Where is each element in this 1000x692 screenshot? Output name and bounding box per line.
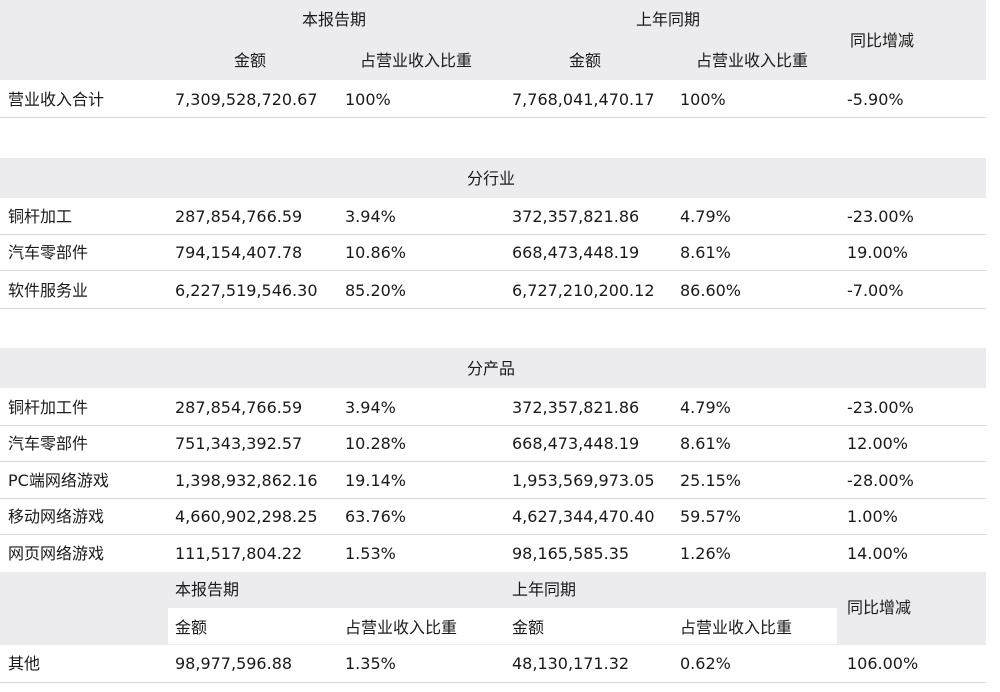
share-current: 3.94% bbox=[345, 207, 396, 226]
amount-current: 794,154,407.78 bbox=[175, 243, 303, 262]
row-label: 汽车零部件 bbox=[8, 434, 89, 453]
repeat-header-share-prior: 占营业收入比重 bbox=[680, 618, 793, 637]
repeat-header-amount-prior: 金额 bbox=[512, 618, 545, 637]
share-prior: 25.15% bbox=[680, 471, 742, 490]
yoy-change: 19.00% bbox=[847, 243, 909, 262]
share-current: 85.20% bbox=[345, 281, 407, 300]
row-label: 其他 bbox=[8, 654, 41, 673]
amount-prior: 6,727,210,200.12 bbox=[512, 281, 655, 300]
amount-prior: 668,473,448.19 bbox=[512, 243, 640, 262]
yoy-change: -23.00% bbox=[847, 398, 914, 417]
amount-prior: 7,768,041,470.17 bbox=[512, 90, 655, 109]
section-title-product: 分产品 bbox=[467, 359, 516, 378]
share-current: 1.53% bbox=[345, 544, 396, 563]
amount-prior: 48,130,171.32 bbox=[512, 654, 630, 673]
amount-prior: 98,165,585.35 bbox=[512, 544, 630, 563]
row-label: 铜杆加工件 bbox=[8, 398, 89, 417]
share-prior: 100% bbox=[680, 90, 726, 109]
yoy-change: 14.00% bbox=[847, 544, 909, 563]
divider bbox=[0, 498, 986, 499]
row-label: 移动网络游戏 bbox=[8, 507, 105, 526]
divider bbox=[0, 534, 986, 535]
header-amount-current: 金额 bbox=[234, 51, 267, 70]
amount-current: 1,398,932,862.16 bbox=[175, 471, 318, 490]
share-prior: 8.61% bbox=[680, 243, 731, 262]
amount-current: 7,309,528,720.67 bbox=[175, 90, 318, 109]
amount-prior: 668,473,448.19 bbox=[512, 434, 640, 453]
repeat-header-share-current: 占营业收入比重 bbox=[345, 618, 458, 637]
header-yoy: 同比增减 bbox=[850, 31, 915, 50]
divider bbox=[0, 308, 986, 309]
share-current: 63.76% bbox=[345, 507, 407, 526]
table-row bbox=[0, 198, 986, 234]
share-current: 100% bbox=[345, 90, 391, 109]
share-prior: 4.79% bbox=[680, 398, 731, 417]
share-current: 10.28% bbox=[345, 434, 407, 453]
row-label: 网页网络游戏 bbox=[8, 544, 105, 563]
row-label: 软件服务业 bbox=[8, 281, 89, 300]
amount-current: 4,660,902,298.25 bbox=[175, 507, 318, 526]
row-label: PC端网络游戏 bbox=[8, 471, 109, 490]
amount-prior: 372,357,821.86 bbox=[512, 398, 640, 417]
amount-prior: 372,357,821.86 bbox=[512, 207, 640, 226]
share-prior: 1.26% bbox=[680, 544, 731, 563]
divider bbox=[0, 270, 986, 271]
section-header-product bbox=[0, 348, 986, 388]
amount-current: 6,227,519,546.30 bbox=[175, 281, 318, 300]
header-share-prior: 占营业收入比重 bbox=[696, 51, 809, 70]
share-prior: 59.57% bbox=[680, 507, 742, 526]
share-prior: 86.60% bbox=[680, 281, 742, 300]
repeat-header-yoy: 同比增减 bbox=[847, 598, 912, 617]
repeat-header-current-period: 本报告期 bbox=[175, 580, 240, 599]
row-label: 汽车零部件 bbox=[8, 243, 89, 262]
divider bbox=[0, 425, 986, 426]
amount-current: 111,517,804.22 bbox=[175, 544, 303, 563]
header-current-period: 本报告期 bbox=[302, 10, 367, 29]
amount-prior: 1,953,569,973.05 bbox=[512, 471, 655, 490]
share-prior: 0.62% bbox=[680, 654, 731, 673]
yoy-change: -23.00% bbox=[847, 207, 914, 226]
divider bbox=[0, 682, 986, 683]
share-current: 1.35% bbox=[345, 654, 396, 673]
table-row-total bbox=[0, 80, 986, 118]
yoy-change: 106.00% bbox=[847, 654, 919, 673]
divider bbox=[0, 461, 986, 462]
divider bbox=[0, 234, 986, 235]
header-share-current: 占营业收入比重 bbox=[360, 51, 473, 70]
row-label: 铜杆加工 bbox=[8, 207, 73, 226]
yoy-change: -7.00% bbox=[847, 281, 904, 300]
yoy-change: 12.00% bbox=[847, 434, 909, 453]
yoy-change: -5.90% bbox=[847, 90, 904, 109]
repeat-header-amount-current: 金额 bbox=[175, 618, 208, 637]
divider bbox=[0, 117, 986, 118]
amount-current: 751,343,392.57 bbox=[175, 434, 303, 453]
repeat-header-subrow bbox=[168, 608, 837, 644]
repeat-header-prior-period: 上年同期 bbox=[512, 580, 577, 599]
row-label: 营业收入合计 bbox=[8, 90, 105, 109]
amount-current: 98,977,596.88 bbox=[175, 654, 293, 673]
amount-prior: 4,627,344,470.40 bbox=[512, 507, 655, 526]
share-prior: 8.61% bbox=[680, 434, 731, 453]
yoy-change: 1.00% bbox=[847, 507, 898, 526]
yoy-change: -28.00% bbox=[847, 471, 914, 490]
section-title-industry: 分行业 bbox=[467, 169, 516, 188]
share-current: 19.14% bbox=[345, 471, 407, 490]
table-header bbox=[0, 0, 986, 80]
share-current: 10.86% bbox=[345, 243, 407, 262]
amount-current: 287,854,766.59 bbox=[175, 398, 303, 417]
header-prior-period: 上年同期 bbox=[636, 10, 701, 29]
header-amount-prior: 金额 bbox=[569, 51, 602, 70]
share-current: 3.94% bbox=[345, 398, 396, 417]
share-prior: 4.79% bbox=[680, 207, 731, 226]
section-header-industry bbox=[0, 158, 986, 198]
amount-current: 287,854,766.59 bbox=[175, 207, 303, 226]
